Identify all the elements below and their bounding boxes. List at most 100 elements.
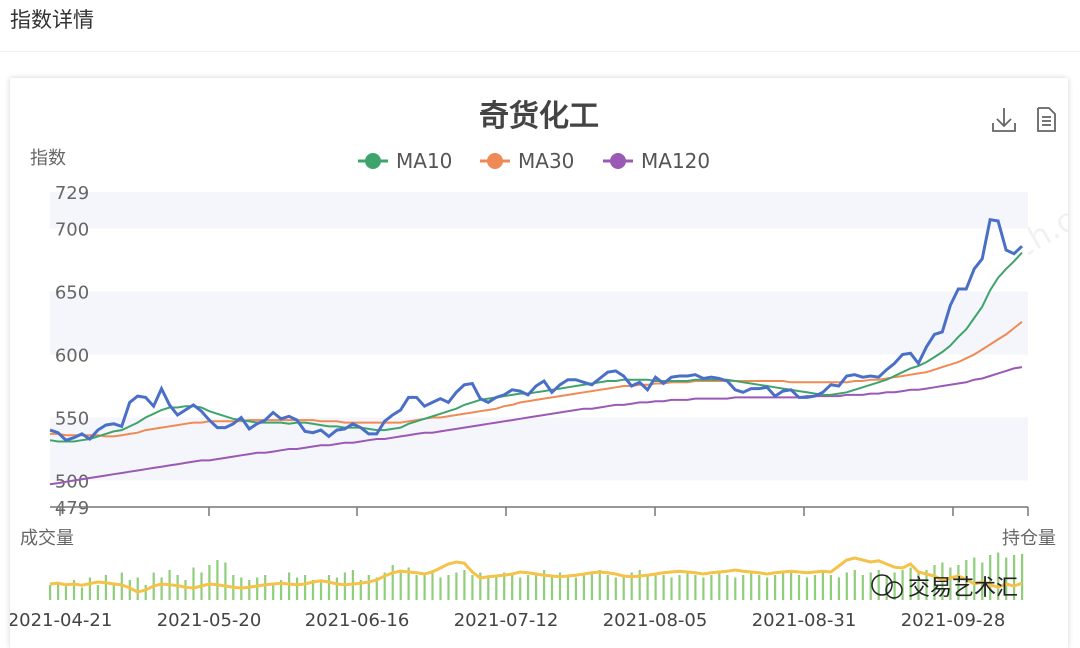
volume-bar [718, 572, 721, 600]
volume-bar [391, 565, 394, 600]
legend-item-ma10[interactable]: MA10 [358, 149, 452, 173]
legend: MA10 MA30 MA120 [358, 149, 710, 173]
volume-bar [49, 585, 52, 600]
volume-bar [1013, 555, 1016, 600]
grid-band [50, 291, 1028, 355]
volume-bar [280, 580, 283, 600]
volume-label: 成交量 [20, 528, 74, 549]
volume-bar [813, 575, 817, 600]
volume-bar [359, 580, 362, 600]
volume-bar [694, 575, 697, 600]
volume-bar [224, 562, 227, 600]
volume-bar [782, 572, 785, 600]
open-interest-label: 持仓量 [1002, 528, 1056, 549]
volume-bar [574, 577, 577, 600]
volume-bar [861, 575, 864, 600]
volume-bar [543, 570, 546, 600]
volume-bar [208, 565, 211, 600]
volume-bar [319, 582, 323, 600]
volume-bar [335, 577, 338, 600]
volume-bar [375, 577, 378, 600]
volume-bar [933, 565, 936, 600]
volume-bar [997, 552, 1000, 600]
volume-bar [973, 557, 976, 600]
volume-bar [917, 572, 920, 600]
volume-bar [702, 577, 705, 600]
volume-bar [128, 580, 131, 600]
volume-bar [766, 577, 769, 600]
y-tick-label: 479 [55, 498, 89, 519]
volume-bar [837, 577, 840, 600]
volume-bar [614, 577, 617, 600]
volume-bar [774, 575, 777, 600]
volume-bar [726, 575, 729, 600]
page-title: 指数详情 [10, 8, 94, 32]
grid-band [50, 417, 1028, 481]
download-button[interactable] [992, 108, 1016, 132]
volume-bar [519, 577, 522, 600]
x-tick-label: 2021-06-16 [305, 610, 410, 631]
y-tick-label: 729 [55, 183, 89, 204]
y-tick-label: 600 [55, 346, 89, 367]
grid-band [50, 192, 1028, 229]
y-tick-label: 500 [55, 472, 89, 493]
volume-bar [790, 570, 793, 600]
x-tick-label: 2021-04-21 [10, 610, 112, 631]
legend-label-ma120: MA120 [641, 149, 710, 173]
volume-bar [742, 575, 745, 600]
volume-bar [805, 577, 809, 600]
volume-bar [487, 577, 490, 600]
legend-item-ma120[interactable]: MA120 [603, 149, 710, 173]
volume-bar [949, 567, 952, 600]
volume-bar [184, 580, 187, 600]
volume-bar [160, 577, 163, 600]
volume-bar [471, 575, 474, 600]
volume-bar [821, 572, 824, 600]
grid-bands [50, 192, 1028, 507]
volume-bar [256, 577, 259, 600]
data-view-button[interactable] [1037, 107, 1056, 132]
volume-bar [272, 582, 275, 600]
y-tick-label: 550 [55, 409, 89, 430]
y-tick-label: 700 [55, 220, 89, 241]
volume-bar [415, 575, 418, 600]
volume-bar [311, 580, 315, 600]
volume-bar [144, 585, 147, 600]
volume-bar [797, 575, 801, 600]
volume-bar [88, 577, 91, 600]
legend-item-ma30[interactable]: MA30 [480, 149, 574, 173]
volume-bar [216, 560, 219, 600]
chart-title: 奇货化工 [479, 99, 599, 134]
volume-bar [72, 580, 76, 600]
volume-bar [909, 567, 912, 600]
volume-bar [96, 585, 99, 600]
volume-bar [495, 575, 498, 600]
volume-bar [136, 577, 139, 600]
ma120-line [49, 366, 1023, 486]
volume-bar [710, 575, 713, 600]
volume-bar [527, 575, 530, 600]
volume-bar [439, 577, 442, 600]
x-tick-label: 2021-09-28 [901, 610, 1006, 631]
stamp: 交易艺术汇 [871, 574, 1018, 601]
volume-bar [511, 575, 514, 600]
volume-bar [638, 570, 641, 600]
volume-bar [606, 575, 609, 600]
x-tick-label: 2021-07-12 [454, 610, 559, 631]
volume-bar [64, 586, 68, 600]
volume-bar [112, 582, 115, 600]
volume-bar [503, 572, 506, 600]
volume-bar [455, 572, 458, 600]
x-tick-label: 2021-05-20 [157, 610, 262, 631]
volume-bar [558, 572, 562, 600]
volume-bar [431, 570, 434, 600]
volume-bar [423, 572, 426, 600]
volume-bar [869, 572, 872, 600]
volume-bar [598, 570, 601, 600]
y-axis-label: 指数 [30, 148, 66, 169]
chart-card: 奇货可查 qhkch.com 奇货可查 qhkch.com 奇货可查 qhkch… [10, 78, 1068, 648]
ma10-line [49, 251, 1023, 443]
volume-bar [829, 575, 832, 600]
volume-bar [192, 567, 195, 600]
document-icon [1037, 107, 1056, 132]
